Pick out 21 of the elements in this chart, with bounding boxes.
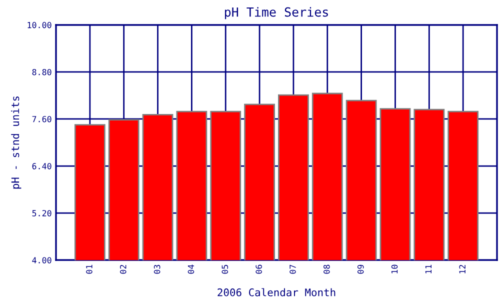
- x-tick-label: 12: [459, 264, 466, 274]
- y-tick-label: 5.20: [32, 210, 52, 216]
- x-tick-label: 01: [86, 264, 92, 274]
- chart-title: pH Time Series: [224, 7, 328, 20]
- x-tick-label: 03: [154, 264, 160, 274]
- x-axis-title: 2006 Calendar Month: [218, 288, 336, 296]
- x-tick-label: 05: [222, 264, 228, 274]
- x-tick-label: 07: [290, 264, 296, 274]
- x-tick-label: 09: [357, 264, 364, 274]
- x-tick-label: 10: [391, 264, 398, 274]
- x-tick-label: 04: [188, 264, 194, 274]
- y-axis-title: pH - stnd units: [11, 96, 22, 189]
- y-tick-label: 7.60: [32, 116, 52, 122]
- y-tick-label: 6.40: [32, 163, 52, 170]
- x-tick-label: 11: [425, 264, 432, 274]
- x-tick-label: 08: [324, 264, 330, 274]
- x-tick-label: 02: [120, 264, 126, 274]
- y-tick-label: 4.00: [32, 257, 52, 264]
- x-tick-label: 06: [256, 264, 262, 274]
- y-tick-label: 8.80: [32, 68, 52, 76]
- y-tick-label: 10.00: [28, 22, 52, 28]
